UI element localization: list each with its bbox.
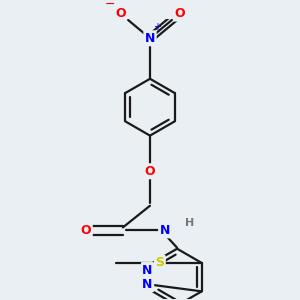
Text: S: S <box>155 256 164 269</box>
Text: O: O <box>174 7 185 20</box>
Text: O: O <box>81 224 91 237</box>
Text: N: N <box>145 32 155 45</box>
Text: +: + <box>153 22 161 32</box>
Text: H: H <box>185 218 194 228</box>
Text: N: N <box>142 278 153 291</box>
Text: O: O <box>115 7 126 20</box>
Text: O: O <box>145 165 155 178</box>
Text: N: N <box>160 224 170 237</box>
Text: N: N <box>142 263 153 277</box>
Text: −: − <box>104 0 115 11</box>
